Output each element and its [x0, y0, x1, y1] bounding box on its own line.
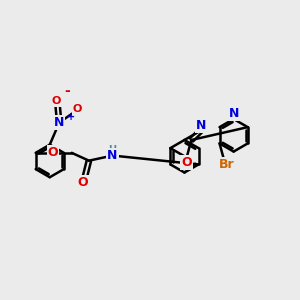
Text: -: - — [64, 84, 70, 98]
Text: +: + — [67, 112, 75, 122]
Text: N: N — [196, 119, 206, 132]
Text: N: N — [107, 149, 118, 163]
Text: O: O — [77, 176, 88, 189]
Text: N: N — [228, 107, 239, 120]
Text: H: H — [108, 145, 116, 155]
Text: N: N — [54, 116, 64, 129]
Text: O: O — [73, 104, 82, 114]
Text: O: O — [51, 96, 61, 106]
Text: O: O — [181, 156, 192, 169]
Text: Br: Br — [219, 158, 235, 171]
Text: O: O — [48, 146, 58, 159]
